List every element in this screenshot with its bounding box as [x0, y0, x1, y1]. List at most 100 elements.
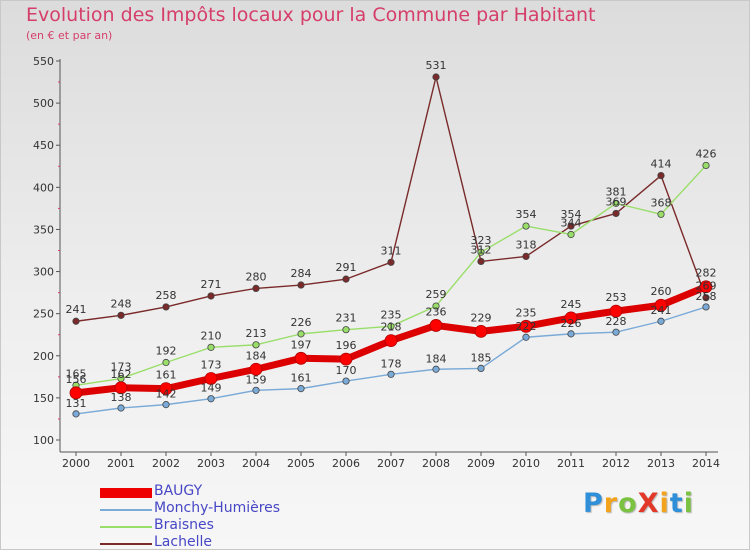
data-point-braisnes: [657, 210, 665, 218]
data-label-braisnes: 226: [291, 316, 312, 329]
data-point-baugy: [294, 351, 308, 365]
data-point-monchy-humi-res: [612, 328, 620, 336]
x-tick-label: 2005: [287, 457, 315, 470]
data-label-braisnes: 210: [201, 329, 222, 342]
data-point-baugy: [699, 280, 713, 294]
data-point-monchy-humi-res: [477, 364, 485, 373]
data-point-monchy-humi-res: [567, 330, 575, 338]
data-label-monchy-humi-res: 258: [696, 290, 717, 303]
data-label-monchy-humi-res: 161: [291, 372, 312, 385]
data-label-braisnes: 381: [606, 185, 627, 198]
data-point-braisnes: [297, 330, 305, 338]
data-label-braisnes: 213: [246, 327, 267, 340]
data-point-lachelle: [612, 209, 620, 218]
data-label-monchy-humi-res: 131: [66, 397, 87, 410]
data-label-baugy: 236: [426, 305, 447, 318]
data-label-baugy: 197: [291, 338, 312, 351]
data-label-lachelle: 531: [426, 59, 447, 72]
logo-letter: P: [583, 488, 604, 519]
data-label-lachelle: 312: [471, 243, 492, 256]
x-tick-label: 2003: [197, 457, 225, 470]
y-tick-label: 550: [33, 55, 54, 68]
data-point-baugy: [519, 319, 533, 333]
data-label-braisnes: 165: [66, 367, 87, 380]
data-point-monchy-humi-res: [702, 303, 710, 311]
x-tick-label: 2001: [107, 457, 135, 470]
data-label-braisnes: 368: [651, 196, 672, 209]
data-label-monchy-humi-res: 149: [201, 382, 222, 395]
data-point-braisnes: [522, 222, 530, 230]
data-label-monchy-humi-res: 178: [381, 357, 402, 370]
data-point-lachelle: [297, 281, 305, 289]
x-tick-label: 2009: [467, 457, 495, 470]
legend-swatch: [100, 543, 152, 545]
legend-swatch: [100, 488, 152, 498]
data-point-baugy: [654, 298, 668, 312]
data-point-monchy-humi-res: [657, 317, 665, 325]
data-point-monchy-humi-res: [207, 395, 215, 403]
data-point-monchy-humi-res: [72, 410, 80, 418]
data-label-lachelle: 258: [156, 289, 177, 302]
data-point-lachelle: [207, 292, 215, 300]
data-point-lachelle: [117, 311, 125, 319]
data-label-lachelle: 284: [291, 267, 312, 280]
data-point-baugy: [204, 372, 218, 385]
data-point-braisnes: [252, 341, 260, 349]
data-label-braisnes: 426: [696, 147, 717, 160]
data-label-monchy-humi-res: 241: [651, 304, 672, 317]
data-point-lachelle: [252, 284, 260, 292]
y-tick-label: 250: [33, 308, 54, 321]
logo-letter: i: [683, 488, 694, 519]
data-point-monchy-humi-res: [117, 404, 125, 412]
data-point-monchy-humi-res: [162, 401, 170, 409]
data-label-baugy: 173: [201, 359, 222, 372]
x-tick-label: 2014: [692, 457, 720, 470]
data-point-lachelle: [657, 171, 665, 180]
data-point-monchy-humi-res: [432, 365, 440, 373]
data-point-monchy-humi-res: [252, 386, 260, 394]
y-tick-label: 500: [33, 97, 54, 110]
data-label-baugy: 245: [561, 298, 582, 311]
data-label-baugy: 218: [381, 321, 402, 334]
x-tick-label: 2004: [242, 457, 270, 470]
data-point-lachelle: [162, 303, 170, 311]
y-tick-label: 450: [33, 139, 54, 152]
chart-title: Evolution des Impôts locaux pour la Comm…: [26, 4, 596, 26]
data-label-monchy-humi-res: 138: [111, 391, 132, 404]
data-label-braisnes: 235: [381, 308, 402, 321]
logo-letter: o: [618, 488, 638, 519]
data-point-braisnes: [207, 343, 215, 351]
data-label-monchy-humi-res: 159: [246, 373, 267, 386]
y-tick-label: 300: [33, 266, 54, 279]
data-point-baugy: [609, 304, 623, 318]
data-label-baugy: 260: [651, 285, 672, 298]
data-label-monchy-humi-res: 185: [471, 351, 492, 364]
legend-label: BAUGY: [154, 483, 203, 499]
data-point-braisnes: [387, 322, 395, 330]
data-label-braisnes: 323: [471, 234, 492, 247]
data-label-lachelle: 269: [696, 280, 717, 293]
data-label-monchy-humi-res: 170: [336, 364, 357, 377]
data-label-monchy-humi-res: 142: [156, 388, 177, 401]
data-label-baugy: 229: [471, 311, 492, 324]
data-point-baugy: [339, 352, 353, 366]
legend-label: Lachelle: [154, 534, 212, 550]
data-label-braisnes: 231: [336, 312, 357, 325]
y-tick-label: 100: [33, 434, 54, 447]
data-label-braisnes: 173: [111, 361, 132, 374]
data-point-baugy: [384, 334, 398, 348]
logo-letter: t: [669, 488, 684, 519]
data-label-monchy-humi-res: 228: [606, 315, 627, 328]
y-tick-label: 350: [33, 223, 54, 236]
data-point-braisnes: [342, 326, 350, 334]
data-point-lachelle: [342, 275, 350, 283]
data-label-baugy: 156: [66, 373, 87, 386]
data-point-braisnes: [162, 358, 170, 367]
data-point-monchy-humi-res: [297, 385, 305, 393]
data-point-braisnes: [702, 161, 710, 170]
legend-swatch: [100, 526, 152, 528]
data-label-baugy: 162: [111, 368, 132, 381]
data-point-monchy-humi-res: [342, 377, 350, 385]
